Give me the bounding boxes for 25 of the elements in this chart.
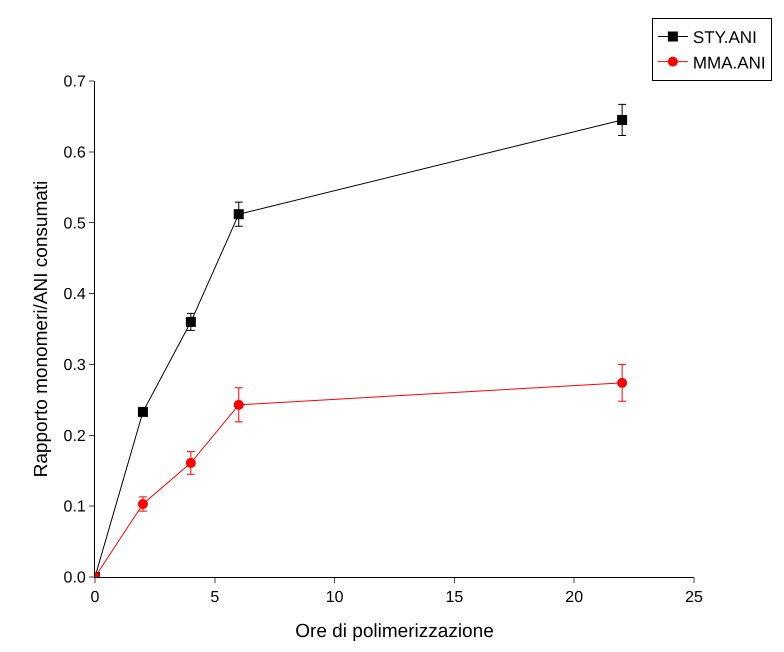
- x-tick-label: 15: [446, 589, 464, 606]
- y-tick-label: 0.2: [64, 428, 86, 445]
- y-axis-title: Rapporto monomeri/ANI consumati: [31, 180, 52, 478]
- x-axis-title: Ore di polimerizzazione: [295, 621, 494, 642]
- y-tick-label: 0.3: [64, 357, 86, 374]
- point: [617, 378, 628, 388]
- x-tick-label: 25: [685, 589, 703, 606]
- point: [617, 114, 628, 125]
- y-tick-label: 0.7: [64, 74, 86, 91]
- legend-label: MMA.ANI: [692, 53, 766, 72]
- legend-label: STY.ANI: [692, 28, 757, 48]
- point: [186, 316, 196, 327]
- point: [234, 209, 244, 220]
- x-tick-label: 0: [90, 589, 100, 606]
- y-tick-label: 0.4: [64, 286, 86, 304]
- y-tick-label: 0.6: [64, 144, 86, 162]
- point: [186, 458, 196, 468]
- x-tick-label: 5: [210, 589, 220, 606]
- y-tick-label: 0.0: [64, 570, 86, 587]
- y-tick-label: 0.1: [64, 498, 86, 516]
- x-tick-label: 10: [326, 589, 344, 606]
- y-tick-label: 0.5: [64, 215, 86, 232]
- point: [234, 400, 244, 410]
- x-tick-label: 20: [565, 589, 584, 606]
- point: [138, 499, 148, 510]
